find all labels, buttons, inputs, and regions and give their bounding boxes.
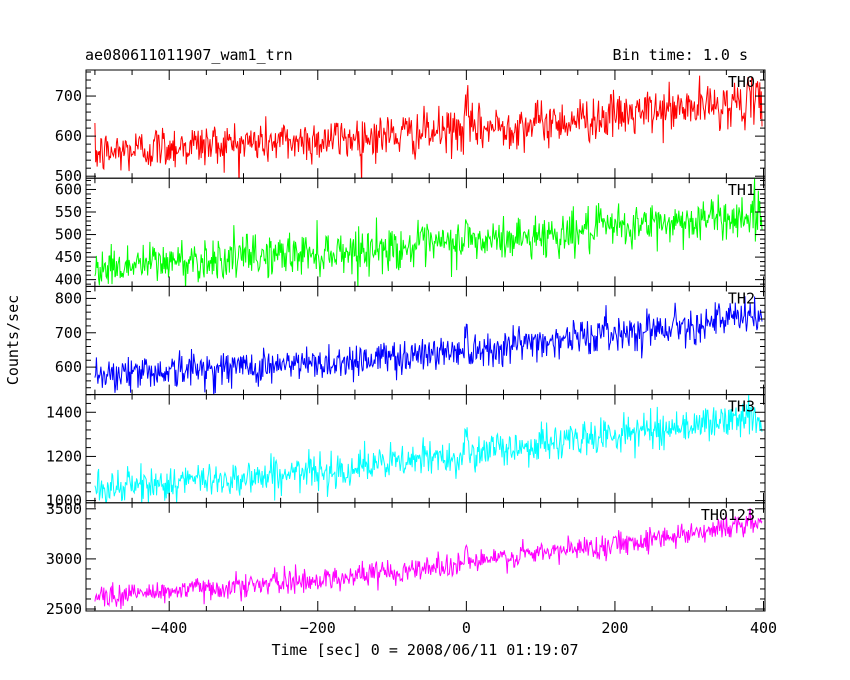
panel-th3: 1000 1200 1400 TH3 (46, 394, 766, 510)
y-tick-label: 3000 (46, 550, 82, 568)
panel-th1: 400 450 500 550 600 TH1 (55, 177, 766, 289)
y-tick-label: 600 (55, 127, 82, 145)
panel-frame (85, 502, 766, 612)
x-tick-label: 200 (601, 619, 628, 637)
series-line-th1 (94, 178, 763, 287)
y-tick-label: 1200 (46, 447, 82, 465)
panel-th0: 500 600 700 TH0 (55, 69, 766, 185)
x-tick-label: 0 (462, 619, 471, 637)
y-tick-label: 2500 (46, 600, 82, 618)
y-tick-label: 700 (55, 87, 82, 105)
y-tick-label: 800 (55, 289, 82, 307)
series-line-th0123 (94, 508, 763, 609)
panel-th2: 600 700 800 TH2 (55, 285, 766, 396)
panel-name-label: TH2 (728, 289, 755, 307)
series-line-th2 (94, 296, 763, 395)
y-tick-label: 550 (55, 203, 82, 221)
panel-th0123: 2500 3000 3500 TH0123 (46, 500, 766, 618)
y-tick-label: 600 (55, 180, 82, 198)
x-axis-title: Time [sec] 0 = 2008/06/11 01:19:07 (271, 641, 578, 659)
header-left-title: ae080611011907_wam1_trn (85, 46, 293, 64)
x-tick-label: −400 (151, 619, 187, 637)
series-line-th3 (94, 394, 763, 503)
y-tick-label: 500 (55, 226, 82, 244)
y-tick-label: 700 (55, 324, 82, 342)
header-right-title: Bin time: 1.0 s (613, 46, 748, 64)
panel-name-label: TH0 (728, 73, 755, 91)
panel-name-label: TH3 (728, 398, 755, 416)
x-tick-label: −200 (300, 619, 336, 637)
y-tick-label: 450 (55, 248, 82, 266)
x-tick-labels: −400 −200 0 200 400 (151, 619, 777, 637)
panel-name-label: TH1 (728, 181, 755, 199)
y-tick-label: 1000 (46, 492, 82, 510)
panel-name-label: TH0123 (701, 506, 755, 524)
y-tick-label: 3500 (46, 500, 82, 518)
y-axis-title: Counts/sec (4, 295, 22, 385)
series-line-th0 (94, 75, 763, 179)
x-tick-label: 400 (750, 619, 777, 637)
y-tick-label: 1400 (46, 403, 82, 421)
y-tick-label: 500 (55, 167, 82, 185)
y-tick-label: 400 (55, 271, 82, 289)
y-tick-label: 600 (55, 358, 82, 376)
